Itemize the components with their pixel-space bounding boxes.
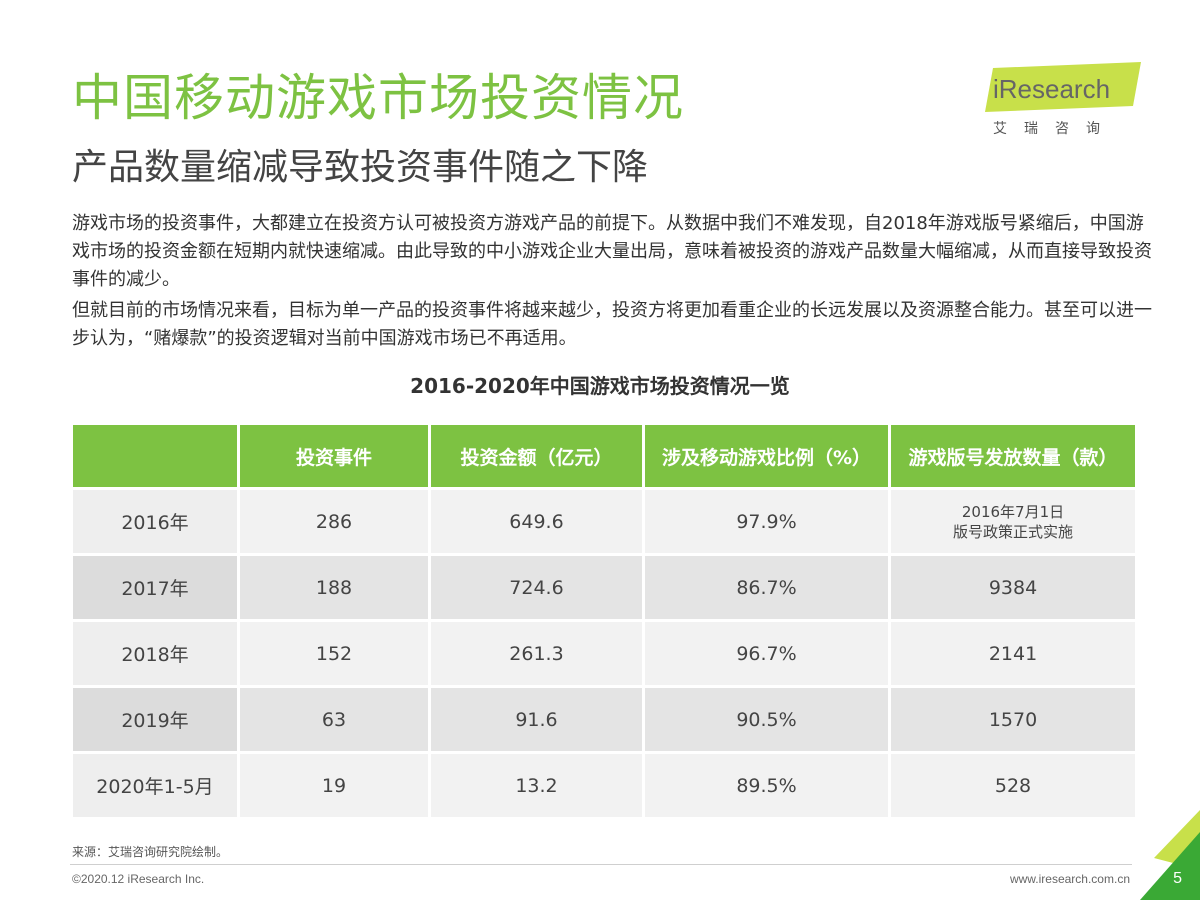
corner-decoration-icon [1140,810,1200,900]
cell-amount: 724.6 [431,556,642,619]
logo-background-icon [985,62,1141,112]
table-header-row: 投资事件 投资金额（亿元） 涉及移动游戏比例（%） 游戏版号发放数量（款） [73,425,1135,487]
intro-paragraph-2: 但就目前的市场情况来看，目标为单一产品的投资事件将越来越少，投资方将更加看重企业… [72,300,1152,349]
page-number: 5 [1173,870,1182,887]
logo-brand-text: iResearch [993,74,1111,104]
cell-events: 188 [240,556,428,619]
cell-licenses: 2016年7月1日 版号政策正式实施 [891,490,1135,553]
table-row: 2019年 63 91.6 90.5% 1570 [73,688,1135,751]
cell-licenses: 528 [891,754,1135,817]
cell-amount: 261.3 [431,622,642,685]
iresearch-logo: iResearch 艾瑞咨询 [985,62,1145,142]
header-corner [73,425,237,487]
header-investment-events: 投资事件 [240,425,428,487]
logo-chinese-text: 艾瑞咨询 [993,121,1117,137]
cell-events: 152 [240,622,428,685]
table-title: 2016-2020年中国游戏市场投资情况一览 [410,374,790,398]
cell-amount: 649.6 [431,490,642,553]
cell-amount: 91.6 [431,688,642,751]
row-year: 2017年 [73,556,237,619]
footer-divider [70,864,1132,865]
cell-ratio: 86.7% [645,556,888,619]
cell-amount: 13.2 [431,754,642,817]
row-year: 2018年 [73,622,237,685]
header-investment-amount: 投资金额（亿元） [431,425,642,487]
cell-events: 19 [240,754,428,817]
cell-ratio: 90.5% [645,688,888,751]
copyright-text: ©2020.12 iResearch Inc. [72,872,205,886]
header-license-count: 游戏版号发放数量（款） [891,425,1135,487]
cell-licenses: 1570 [891,688,1135,751]
row-year: 2020年1-5月 [73,754,237,817]
cell-events: 63 [240,688,428,751]
page-title: 中国移动游戏市场投资情况 [72,69,684,127]
page-subtitle: 产品数量缩减导致投资事件随之下降 [72,147,649,188]
row-year: 2019年 [73,688,237,751]
cell-ratio: 89.5% [645,754,888,817]
source-note: 来源：艾瑞咨询研究院绘制。 [72,845,229,859]
table-row: 2020年1-5月 19 13.2 89.5% 528 [73,754,1135,817]
intro-paragraph-1: 游戏市场的投资事件，大都建立在投资方认可被投资方游戏产品的前提下。从数据中我们不… [72,213,1152,290]
cell-licenses: 2141 [891,622,1135,685]
table-row: 2016年 286 649.6 97.9% 2016年7月1日 版号政策正式实施 [73,490,1135,553]
row-year: 2016年 [73,490,237,553]
cell-licenses: 9384 [891,556,1135,619]
header-mobile-game-ratio: 涉及移动游戏比例（%） [645,425,888,487]
cell-ratio: 96.7% [645,622,888,685]
table-row: 2017年 188 724.6 86.7% 9384 [73,556,1135,619]
website-text: www.iresearch.com.cn [1009,872,1130,886]
cell-events: 286 [240,490,428,553]
investment-table: 投资事件 投资金额（亿元） 涉及移动游戏比例（%） 游戏版号发放数量（款） 20… [70,422,1138,820]
table-row: 2018年 152 261.3 96.7% 2141 [73,622,1135,685]
cell-ratio: 97.9% [645,490,888,553]
